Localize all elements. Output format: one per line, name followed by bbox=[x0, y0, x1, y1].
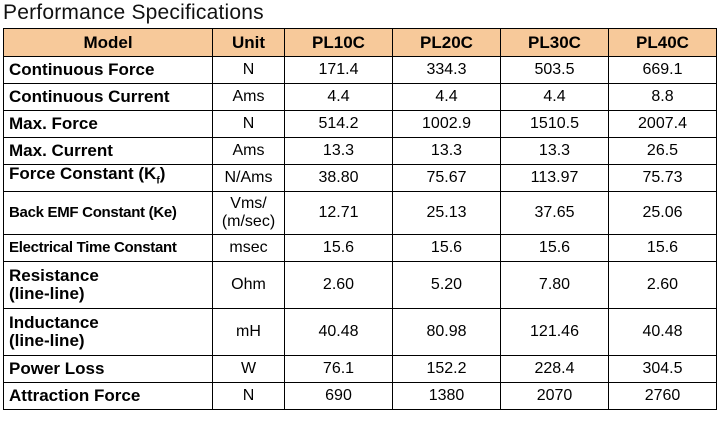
row-label-tail: ) bbox=[159, 164, 166, 184]
table-row: Max. Force N 514.2 1002.9 1510.5 2007.4 bbox=[3, 110, 717, 138]
row-label: Max. Current bbox=[3, 137, 213, 165]
cell-value: 1510.5 bbox=[500, 110, 609, 138]
cell-value: 2.60 bbox=[608, 261, 717, 309]
cell-value: 2007.4 bbox=[608, 110, 717, 138]
cell-value: 25.06 bbox=[608, 191, 717, 235]
table-row: Resistance (line-line) Ohm 2.60 5.20 7.8… bbox=[3, 261, 717, 309]
cell-value: 12.71 bbox=[284, 191, 393, 235]
table-row: Back EMF Constant (Ke) Vms/ (m/sec) 12.7… bbox=[3, 191, 717, 235]
cell-value: 1380 bbox=[392, 382, 501, 410]
row-label: Resistance (line-line) bbox=[3, 261, 213, 309]
header-pl20c: PL20C bbox=[392, 28, 501, 57]
performance-spec-table: Model Unit PL10C PL20C PL30C PL40C Conti… bbox=[3, 28, 717, 410]
row-unit: Ams bbox=[212, 137, 285, 165]
row-unit: mH bbox=[212, 308, 285, 356]
page-title: Performance Specifications bbox=[3, 1, 264, 24]
cell-value: 75.73 bbox=[608, 164, 717, 192]
cell-value: 2.60 bbox=[284, 261, 393, 309]
cell-value: 80.98 bbox=[392, 308, 501, 356]
row-unit: W bbox=[212, 355, 285, 383]
table-row: Max. Current Ams 13.3 13.3 13.3 26.5 bbox=[3, 137, 717, 165]
row-label: Back EMF Constant (Ke) bbox=[3, 191, 213, 235]
table-row: Force Constant (Kf) N/Ams 38.80 75.67 11… bbox=[3, 164, 717, 192]
cell-value: 2760 bbox=[608, 382, 717, 410]
cell-value: 514.2 bbox=[284, 110, 393, 138]
cell-value: 13.3 bbox=[284, 137, 393, 165]
header-unit: Unit bbox=[212, 28, 285, 57]
cell-value: 37.65 bbox=[500, 191, 609, 235]
cell-value: 15.6 bbox=[392, 234, 501, 262]
header-pl40c: PL40C bbox=[608, 28, 717, 57]
header-row: Model Unit PL10C PL20C PL30C PL40C bbox=[3, 28, 717, 57]
row-label-text: Force Constant (K bbox=[9, 164, 157, 184]
cell-value: 2070 bbox=[500, 382, 609, 410]
table-row: Electrical Time Constant msec 15.6 15.6 … bbox=[3, 234, 717, 262]
cell-value: 1002.9 bbox=[392, 110, 501, 138]
cell-value: 113.97 bbox=[500, 164, 609, 192]
cell-value: 15.6 bbox=[284, 234, 393, 262]
cell-value: 690 bbox=[284, 382, 393, 410]
cell-value: 40.48 bbox=[284, 308, 393, 356]
row-label: Inductance (line-line) bbox=[3, 308, 213, 356]
cell-value: 7.80 bbox=[500, 261, 609, 309]
cell-value: 4.4 bbox=[500, 83, 609, 111]
cell-value: 669.1 bbox=[608, 56, 717, 84]
row-unit: N bbox=[212, 382, 285, 410]
row-unit: msec bbox=[212, 234, 285, 262]
cell-value: 121.46 bbox=[500, 308, 609, 356]
cell-value: 75.67 bbox=[392, 164, 501, 192]
cell-value: 40.48 bbox=[608, 308, 717, 356]
row-unit: Ohm bbox=[212, 261, 285, 309]
header-pl10c: PL10C bbox=[284, 28, 393, 57]
row-unit: Vms/ (m/sec) bbox=[212, 191, 285, 235]
cell-value: 76.1 bbox=[284, 355, 393, 383]
cell-value: 4.4 bbox=[284, 83, 393, 111]
cell-value: 15.6 bbox=[608, 234, 717, 262]
table-row: Attraction Force N 690 1380 2070 2760 bbox=[3, 382, 717, 410]
row-label: Attraction Force bbox=[3, 382, 213, 410]
row-unit: N bbox=[212, 56, 285, 84]
cell-value: 25.13 bbox=[392, 191, 501, 235]
cell-value: 228.4 bbox=[500, 355, 609, 383]
table-row: Continuous Force N 171.4 334.3 503.5 669… bbox=[3, 56, 717, 84]
cell-value: 15.6 bbox=[500, 234, 609, 262]
row-unit: N bbox=[212, 110, 285, 138]
cell-value: 5.20 bbox=[392, 261, 501, 309]
row-label: Power Loss bbox=[3, 355, 213, 383]
cell-value: 13.3 bbox=[392, 137, 501, 165]
cell-value: 8.8 bbox=[608, 83, 717, 111]
row-unit: N/Ams bbox=[212, 164, 285, 192]
row-label: Continuous Force bbox=[3, 56, 213, 84]
header-model: Model bbox=[3, 28, 213, 57]
row-label: Electrical Time Constant bbox=[3, 234, 213, 262]
cell-value: 503.5 bbox=[500, 56, 609, 84]
row-label: Force Constant (Kf) bbox=[3, 164, 213, 192]
cell-value: 171.4 bbox=[284, 56, 393, 84]
cell-value: 304.5 bbox=[608, 355, 717, 383]
cell-value: 334.3 bbox=[392, 56, 501, 84]
row-label-subscript: f bbox=[156, 175, 160, 187]
row-unit: Ams bbox=[212, 83, 285, 111]
cell-value: 26.5 bbox=[608, 137, 717, 165]
row-label: Continuous Current bbox=[3, 83, 213, 111]
cell-value: 152.2 bbox=[392, 355, 501, 383]
cell-value: 38.80 bbox=[284, 164, 393, 192]
row-label: Max. Force bbox=[3, 110, 213, 138]
cell-value: 4.4 bbox=[392, 83, 501, 111]
table-row: Inductance (line-line) mH 40.48 80.98 12… bbox=[3, 308, 717, 356]
table-row: Power Loss W 76.1 152.2 228.4 304.5 bbox=[3, 355, 717, 383]
cell-value: 13.3 bbox=[500, 137, 609, 165]
header-pl30c: PL30C bbox=[500, 28, 609, 57]
table-row: Continuous Current Ams 4.4 4.4 4.4 8.8 bbox=[3, 83, 717, 111]
